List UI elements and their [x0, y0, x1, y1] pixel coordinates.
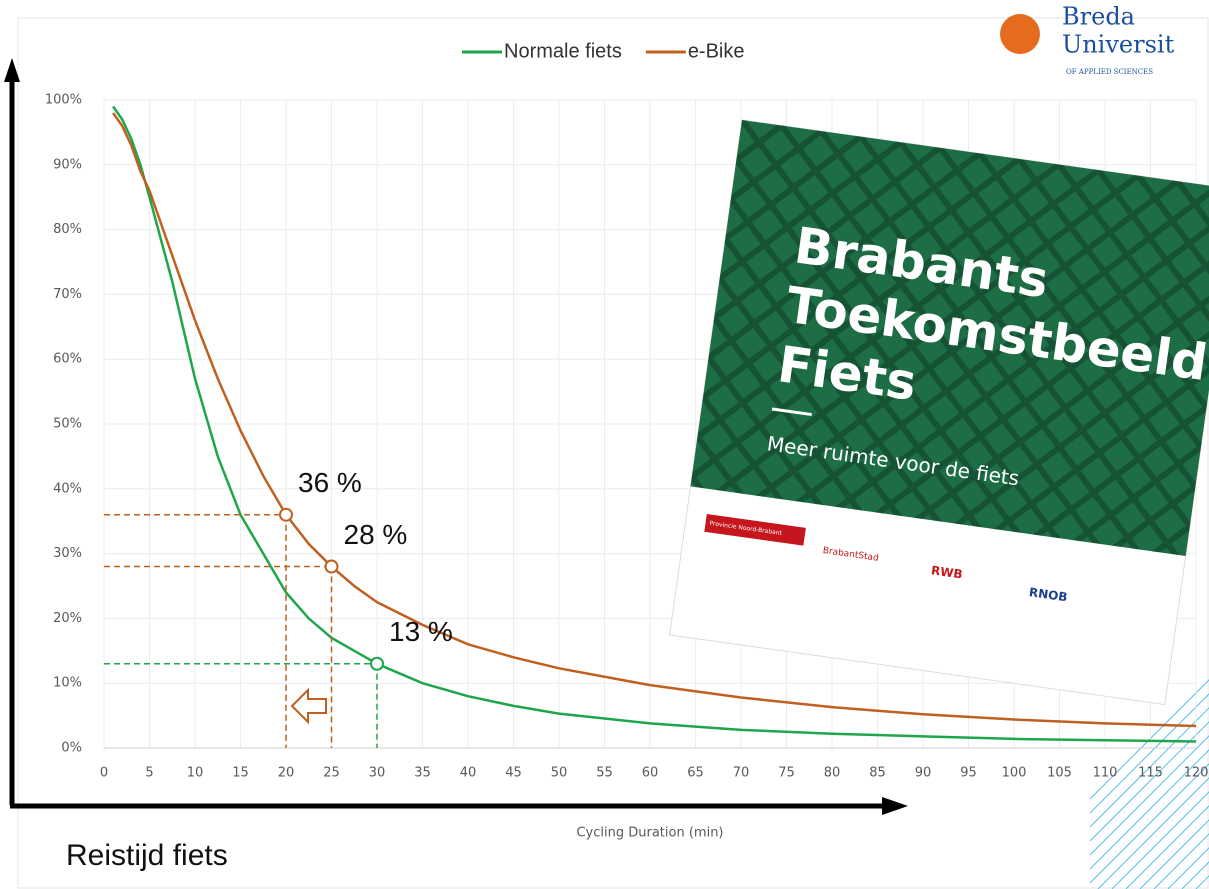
logo-text: Universit [1062, 31, 1175, 59]
x-tick-label: 65 [687, 766, 704, 781]
x-tick-label: 100 [1002, 766, 1027, 781]
x-tick-label: 90 [915, 766, 932, 781]
x-tick-label: 50 [551, 766, 568, 781]
x-tick-label: 25 [323, 766, 340, 781]
logo-text: OF APPLIED SCIENCES [1066, 68, 1153, 76]
legend: Normale fiets e-Bike [462, 40, 745, 62]
y-tick-label: 30% [53, 546, 82, 561]
x-tick-label: 55 [596, 766, 613, 781]
x-tick-label: 15 [232, 766, 249, 781]
x-tick-label: 0 [100, 766, 108, 781]
marker [280, 509, 292, 521]
slide: 0% 10% 20% 30% 40% 50% 60% 70% 80% 90% 100% 0 5 10 15 2… [0, 0, 1209, 889]
annotation: 36 % [298, 467, 362, 498]
legend-label: e-Bike [688, 40, 745, 62]
marker [371, 658, 383, 670]
x-tick-label: 35 [414, 766, 431, 781]
y-tick-label: 80% [53, 222, 82, 237]
y-tick-label: 10% [53, 676, 82, 691]
x-tick-label: 80 [824, 766, 841, 781]
y-tick-label: 70% [53, 287, 82, 302]
x-tick-label: 115 [1138, 766, 1163, 781]
x-tick-label: 45 [505, 766, 522, 781]
x-tick-label: 20 [278, 766, 295, 781]
y-tick-label: 90% [53, 157, 82, 172]
logo-text: Breda [1062, 3, 1135, 31]
x-tick-label: 75 [778, 766, 795, 781]
logo-mark [1000, 14, 1040, 54]
marker [326, 561, 338, 573]
x-tick-label: 30 [369, 766, 386, 781]
x-tick-label: 105 [1047, 766, 1072, 781]
brochure: Brabants Toekomstbeeld Fiets Meer ruimte… [670, 120, 1209, 705]
legend-label: Normale fiets [504, 40, 622, 62]
y-axis-title: Reistijd fiets [66, 839, 228, 872]
y-tick-label: 40% [53, 481, 82, 496]
x-tick-label: 110 [1093, 766, 1118, 781]
y-tick-label: 100% [45, 93, 82, 108]
x-tick-label: 60 [642, 766, 659, 781]
annotation: 28 % [344, 519, 408, 550]
x-axis-title: Cycling Duration (min) [576, 826, 723, 841]
x-tick-label: 5 [145, 766, 153, 781]
x-tick-label: 40 [460, 766, 477, 781]
annotation: 13 % [389, 616, 453, 647]
x-tick-label: 70 [733, 766, 750, 781]
x-tick-label: 120 [1184, 766, 1209, 781]
x-tick-label: 85 [869, 766, 886, 781]
y-tick-label: 50% [53, 417, 82, 432]
y-tick-label: 20% [53, 611, 82, 626]
x-tick-label: 10 [187, 766, 204, 781]
y-tick-label: 0% [61, 741, 82, 756]
x-tick-label: 95 [960, 766, 977, 781]
y-tick-label: 60% [53, 352, 82, 367]
